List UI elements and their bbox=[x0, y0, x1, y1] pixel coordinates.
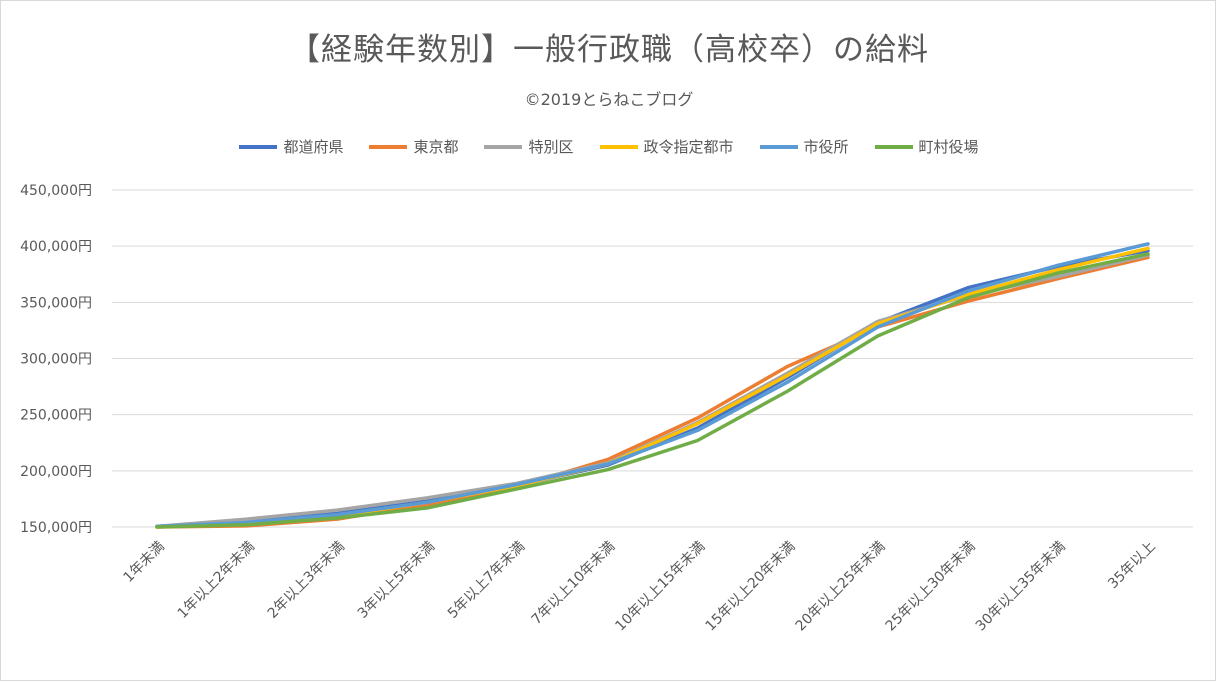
legend-label: 町村役場 bbox=[918, 138, 979, 156]
y-tick-label: 250,000円 bbox=[20, 408, 92, 424]
series-line-5 bbox=[155, 242, 1150, 529]
y-tick-label: 200,000円 bbox=[20, 464, 92, 480]
x-tick-label: 35年以上 bbox=[1105, 539, 1159, 593]
x-tick-label: 7年以上10年未満 bbox=[529, 539, 619, 629]
y-tick-label: 450,000円 bbox=[20, 183, 92, 199]
legend-label: 特別区 bbox=[528, 138, 574, 156]
y-tick-label: 400,000円 bbox=[20, 239, 92, 255]
y-tick-label: 350,000円 bbox=[20, 295, 92, 311]
legend-label: 東京都 bbox=[413, 138, 459, 156]
legend-item: 市役所 bbox=[759, 136, 849, 157]
x-tick-label: 3年以上5年未満 bbox=[355, 539, 438, 622]
legend-item: 政令指定都市 bbox=[599, 136, 734, 157]
legend-swatch bbox=[239, 144, 278, 149]
chart-legend: 都道府県 東京都 特別区 政令指定都市 市役所 町村役場 bbox=[0, 136, 1218, 157]
y-tick-label: 150,000円 bbox=[20, 520, 92, 536]
legend-label: 都道府県 bbox=[283, 138, 344, 156]
legend-swatch bbox=[874, 144, 913, 149]
legend-item: 町村役場 bbox=[874, 136, 979, 157]
legend-item: 都道府県 bbox=[239, 136, 343, 157]
legend-swatch bbox=[599, 144, 638, 149]
legend-swatch bbox=[369, 144, 408, 149]
series-line-6 bbox=[155, 252, 1150, 529]
legend-item: 東京都 bbox=[369, 136, 458, 157]
legend-label: 市役所 bbox=[803, 138, 849, 156]
chart-subtitle: ©2019とらねこブログ bbox=[524, 90, 694, 109]
series-line-2 bbox=[155, 255, 1150, 529]
x-tick-label: 25年以上30年未満 bbox=[883, 539, 979, 635]
x-tick-label: 30年以上35年未満 bbox=[973, 539, 1069, 635]
x-tick-label: 1年以上2年未満 bbox=[175, 539, 258, 622]
x-tick-label: 10年以上15年未満 bbox=[612, 539, 708, 635]
legend-swatch bbox=[759, 144, 798, 149]
legend-item: 特別区 bbox=[484, 136, 574, 157]
x-tick-label: 15年以上20年未満 bbox=[703, 539, 799, 635]
legend-label: 政令指定都市 bbox=[643, 138, 734, 156]
series-line-3 bbox=[155, 253, 1150, 529]
x-tick-label: 5年以上7年未満 bbox=[445, 539, 528, 622]
y-tick-label: 300,000円 bbox=[20, 352, 92, 368]
chart-title: 【経験年数別】一般行政職（高校卒）の給料 bbox=[289, 32, 929, 68]
x-tick-label: 1年未満 bbox=[121, 539, 168, 586]
x-tick-label: 20年以上25年未満 bbox=[793, 539, 889, 635]
legend-swatch bbox=[484, 144, 523, 149]
x-tick-label: 2年以上3年未満 bbox=[265, 539, 348, 622]
